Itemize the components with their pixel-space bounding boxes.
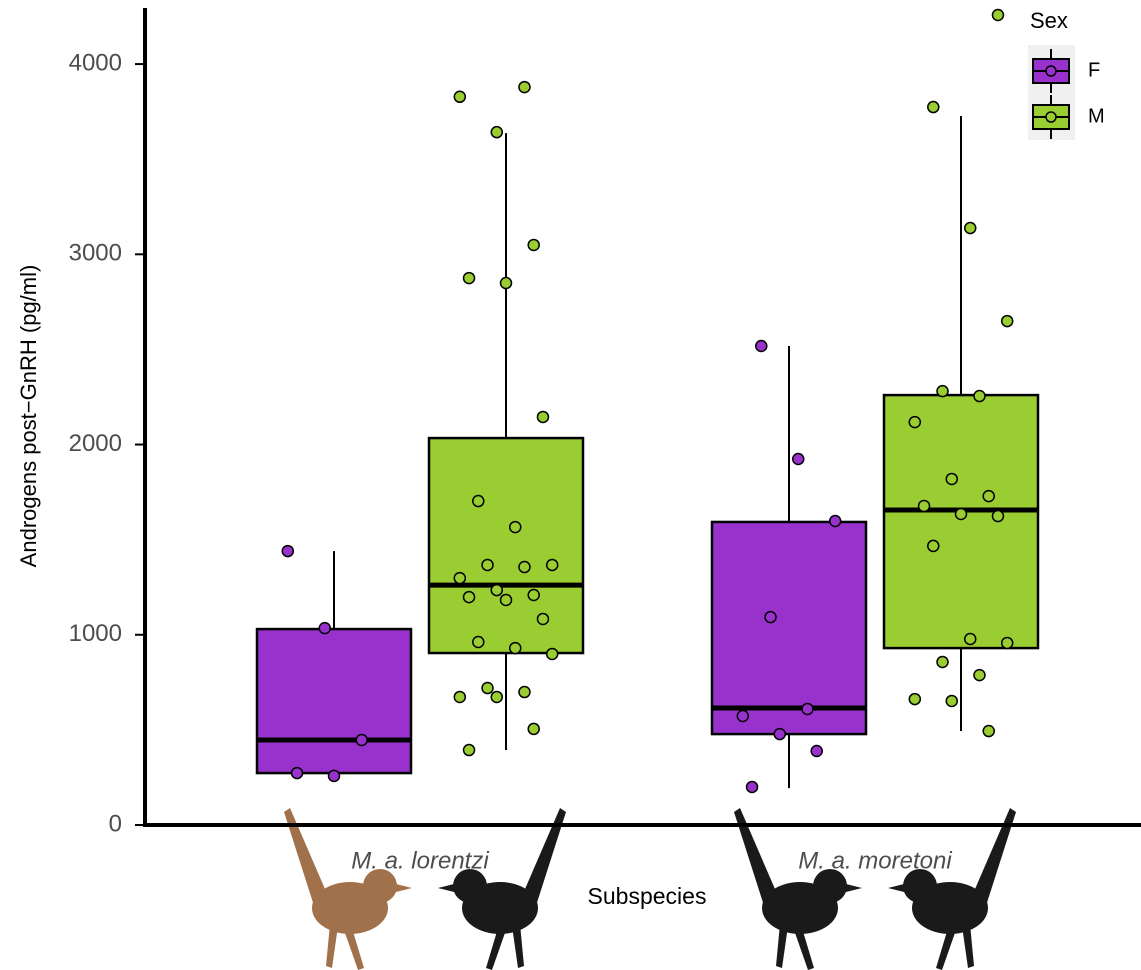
point [464, 745, 475, 756]
box [884, 395, 1038, 648]
legend-label: M [1088, 105, 1105, 127]
point [1002, 637, 1013, 648]
point [537, 613, 548, 624]
point [802, 703, 813, 714]
box [257, 629, 411, 773]
legend-title: Sex [1030, 8, 1068, 33]
box [712, 522, 866, 734]
point [491, 127, 502, 138]
point [454, 573, 465, 584]
point [937, 386, 948, 397]
point [454, 91, 465, 102]
point [510, 643, 521, 654]
point [501, 278, 512, 289]
point [454, 691, 465, 702]
point [292, 768, 303, 779]
x-tick-label: M. a. moretoni [798, 847, 952, 874]
point [965, 633, 976, 644]
point [765, 612, 776, 623]
point [983, 491, 994, 502]
point [956, 508, 967, 519]
point [464, 273, 475, 284]
y-tick-label: 2000 [69, 430, 122, 457]
point [937, 656, 948, 667]
point [919, 500, 930, 511]
point [974, 391, 985, 402]
point [482, 559, 493, 570]
chart: Androgens post−GnRH (pg/ml) Subspecies S… [0, 0, 1141, 970]
point [737, 710, 748, 721]
point [537, 411, 548, 422]
y-tick-label: 1000 [69, 620, 122, 647]
point [547, 559, 558, 570]
point [547, 648, 558, 659]
point [793, 453, 804, 464]
point [909, 417, 920, 428]
point [983, 726, 994, 737]
legend-point [1046, 112, 1056, 122]
point [491, 585, 502, 596]
point [946, 695, 957, 706]
point [965, 223, 976, 234]
point [992, 9, 1003, 20]
point [319, 623, 330, 634]
point [464, 592, 475, 603]
point [756, 340, 767, 351]
x-axis-label: Subspecies [588, 883, 707, 909]
point [528, 239, 539, 250]
legend-label: F [1088, 59, 1100, 81]
point [329, 770, 340, 781]
point [519, 82, 530, 93]
point [974, 670, 985, 681]
point [473, 496, 484, 507]
point [528, 590, 539, 601]
point [909, 694, 920, 705]
point [491, 691, 502, 702]
point [528, 723, 539, 734]
point [747, 781, 758, 792]
legend-point [1046, 66, 1056, 76]
point [928, 540, 939, 551]
point [501, 594, 512, 605]
point [774, 729, 785, 740]
point [356, 734, 367, 745]
x-tick-label: M. a. lorentzi [351, 847, 489, 874]
y-axis-label: Androgens post−GnRH (pg/ml) [16, 265, 41, 568]
y-tick-label: 4000 [69, 49, 122, 76]
point [519, 562, 530, 573]
point [519, 687, 530, 698]
point [946, 473, 957, 484]
point [1002, 316, 1013, 327]
point [811, 745, 822, 756]
y-tick-label: 3000 [69, 240, 122, 267]
point [473, 636, 484, 647]
point [482, 683, 493, 694]
point [830, 516, 841, 527]
page: {"chart_data": {"type": "box", "x_label"… [0, 0, 1141, 970]
point [282, 546, 293, 557]
point [510, 522, 521, 533]
point [928, 102, 939, 113]
y-tick-label: 0 [109, 810, 122, 837]
box [429, 438, 583, 653]
point [992, 511, 1003, 522]
